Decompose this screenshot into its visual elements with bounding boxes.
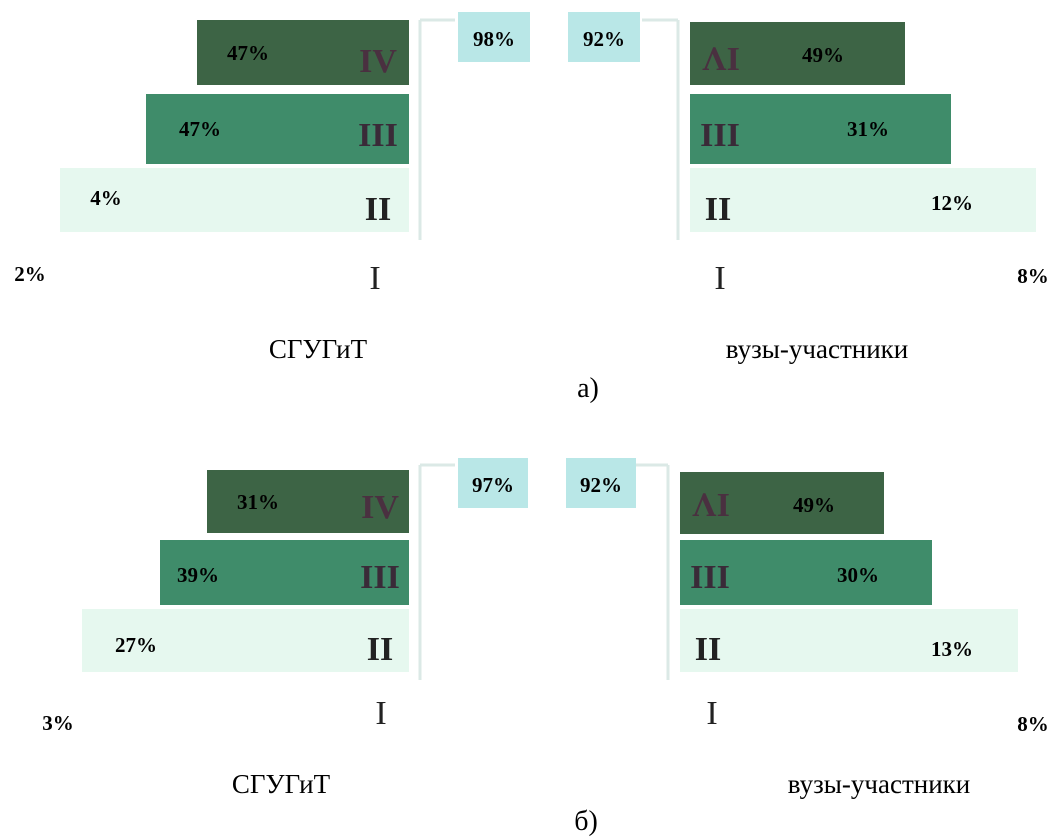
value-b-right-I: 8% xyxy=(1017,712,1049,736)
bracket-a-left xyxy=(418,18,455,240)
level-a-left-III: III xyxy=(358,117,398,154)
value-b-right-III: 30% xyxy=(837,563,879,587)
value-b-right-IV: 49% xyxy=(793,493,835,517)
total-box-a-right xyxy=(568,12,640,62)
value-a-right-I: 8% xyxy=(1017,264,1049,288)
bar-b-right-II xyxy=(680,609,1018,672)
caption-a-left: СГУГиТ xyxy=(269,334,368,364)
bar-b-left-III xyxy=(160,540,409,605)
panel-label-a: а) xyxy=(577,373,599,404)
panel-b: 97% 92% 31% 39% 27% 3% 49% 30% 13% 8% IV… xyxy=(42,458,1049,837)
level-b-right-IV: IV xyxy=(692,486,730,523)
value-a-right-II: 12% xyxy=(931,191,973,215)
level-b-left-II: II xyxy=(367,631,393,668)
bar-a-left-IV xyxy=(197,20,409,85)
value-b-left-IV: 31% xyxy=(237,490,279,514)
level-b-right-III: III xyxy=(690,559,730,596)
level-b-left-III: III xyxy=(360,559,400,596)
level-a-left-IV: IV xyxy=(359,43,397,80)
value-b-left-III: 39% xyxy=(177,563,219,587)
level-a-right-IV: IV xyxy=(702,40,740,77)
value-b-right-II: 13% xyxy=(931,637,973,661)
level-b-right-II: II xyxy=(695,631,721,668)
level-a-left-I: I xyxy=(369,260,380,297)
level-a-right-II: II xyxy=(705,191,731,228)
total-box-b-left xyxy=(458,458,528,508)
level-b-right-I: I xyxy=(706,695,717,732)
caption-b-left: СГУГиТ xyxy=(232,769,331,799)
value-a-left-II: 4% xyxy=(90,186,122,210)
value-a-left-III: 47% xyxy=(179,117,221,141)
total-b-right: 92% xyxy=(580,473,622,497)
total-b-left: 97% xyxy=(472,473,514,497)
value-a-left-I: 2% xyxy=(14,262,46,286)
bracket-b-right xyxy=(634,463,670,680)
bar-b-right-IV xyxy=(680,472,884,534)
caption-a-right: вузы-участники xyxy=(726,334,908,364)
total-box-b-right xyxy=(566,458,636,508)
level-b-left-IV: IV xyxy=(361,489,399,526)
bar-a-right-III xyxy=(690,94,951,164)
caption-b-right: вузы-участники xyxy=(788,769,970,799)
panel-label-b: б) xyxy=(574,806,598,837)
total-a-left: 98% xyxy=(473,27,515,51)
bracket-a-right xyxy=(642,18,680,240)
value-a-left-IV: 47% xyxy=(227,41,269,65)
bar-a-right-IV xyxy=(690,22,905,85)
bar-b-left-II xyxy=(82,609,409,672)
level-a-right-I: I xyxy=(714,260,725,297)
total-a-right: 92% xyxy=(583,27,625,51)
bracket-b-left xyxy=(418,463,455,680)
bar-b-right-III xyxy=(680,540,932,605)
total-box-a-left xyxy=(458,12,530,62)
bar-a-left-III xyxy=(146,94,409,164)
value-b-left-I: 3% xyxy=(42,711,74,735)
value-a-right-IV: 49% xyxy=(802,43,844,67)
value-a-right-III: 31% xyxy=(847,117,889,141)
level-b-left-I: I xyxy=(375,695,386,732)
bar-a-right-II xyxy=(690,168,1036,232)
level-a-right-III: III xyxy=(700,117,740,154)
bar-b-left-IV xyxy=(207,470,409,533)
level-a-left-II: II xyxy=(365,191,391,228)
bar-a-left-II xyxy=(60,168,409,232)
panel-a: 98% 92% 47% 47% 4% 2% 49% 31% 12% 8% IV … xyxy=(14,12,1049,404)
value-b-left-II: 27% xyxy=(115,633,157,657)
